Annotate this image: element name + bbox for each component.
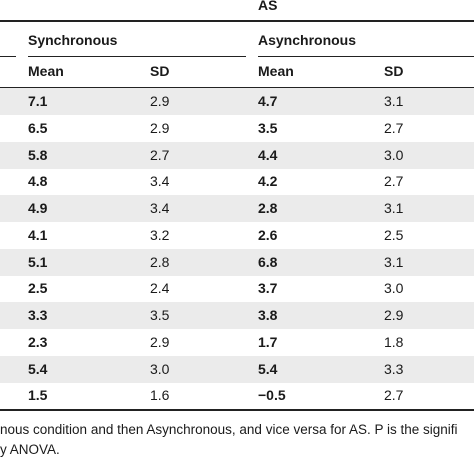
sync-sd-cell: 3.4 [150, 200, 170, 216]
async-sd-cell: 3.1 [384, 200, 404, 216]
async-mean-cell: 6.8 [258, 253, 278, 270]
row-shade [0, 195, 474, 222]
async-mean-cell: 3.7 [258, 280, 278, 297]
col-header-async-mean: Mean [258, 63, 294, 79]
async-sd-cell: 2.9 [384, 307, 404, 323]
sync-mean-cell: 4.1 [28, 226, 48, 243]
sync-sd-cell: 3.4 [150, 173, 170, 190]
async-mean-cell: 5.4 [258, 360, 278, 377]
async-mean-cell: 4.2 [258, 173, 278, 190]
sync-mean-cell: 2.3 [28, 333, 48, 350]
synchronous-header: Synchronous [28, 32, 118, 48]
sync-sd-cell: 2.9 [150, 333, 170, 350]
row-shade [0, 248, 474, 276]
sync-mean-cell: 5.4 [28, 360, 48, 377]
table-bottom-rule [0, 409, 474, 411]
sync-mean-cell: 1.5 [28, 387, 48, 404]
sync-mean-cell: 3.3 [28, 307, 48, 323]
sync-sd-cell: 2.8 [150, 253, 170, 270]
row-shade [0, 88, 474, 115]
async-mean-cell: 4.4 [258, 146, 278, 163]
group-rule-async [258, 56, 474, 57]
group-label-as: AS [258, 0, 278, 13]
row-shade [0, 302, 474, 329]
sync-sd-cell: 2.7 [150, 146, 170, 163]
async-mean-cell: 3.5 [258, 119, 278, 136]
group-rule-sync [28, 56, 246, 57]
sync-mean-cell: 5.8 [28, 146, 48, 163]
col-header-sync-sd: SD [150, 63, 170, 79]
async-sd-cell: 3.1 [384, 253, 404, 270]
sync-sd-cell: 2.4 [150, 280, 170, 297]
sync-mean-cell: 2.5 [28, 280, 48, 297]
async-sd-cell: 2.7 [384, 173, 404, 190]
async-sd-cell: 2.7 [384, 119, 404, 136]
footnote-line-2: y ANOVA. [0, 442, 60, 457]
async-mean-cell: −0.5 [258, 387, 286, 404]
sync-mean-cell: 4.9 [28, 200, 48, 216]
sync-mean-cell: 6.5 [28, 119, 48, 136]
sync-mean-cell: 4.8 [28, 173, 48, 190]
async-mean-cell: 2.6 [258, 226, 278, 243]
async-sd-cell: 1.8 [384, 333, 404, 350]
async-sd-cell: 2.5 [384, 226, 404, 243]
async-mean-cell: 1.7 [258, 333, 278, 350]
sync-sd-cell: 3.5 [150, 307, 170, 323]
col-header-async-sd: SD [384, 63, 404, 79]
sync-sd-cell: 1.6 [150, 387, 170, 404]
group-rule-left [0, 56, 16, 57]
async-mean-cell: 2.8 [258, 200, 278, 216]
row-shade [0, 141, 474, 169]
async-mean-cell: 3.8 [258, 307, 278, 323]
async-sd-cell: 3.1 [384, 93, 404, 109]
async-sd-cell: 3.0 [384, 280, 404, 297]
footnote-line-1: nous condition and then Asynchronous, an… [0, 422, 458, 437]
header-bottom-rule [0, 87, 474, 88]
async-sd-cell: 2.7 [384, 387, 404, 404]
col-header-sync-mean: Mean [28, 63, 64, 79]
asynchronous-header: Asynchronous [258, 32, 357, 48]
sync-sd-cell: 2.9 [150, 119, 170, 136]
sync-sd-cell: 3.2 [150, 226, 170, 243]
sync-sd-cell: 2.9 [150, 93, 170, 109]
sync-mean-cell: 5.1 [28, 253, 48, 270]
async-mean-cell: 4.7 [258, 93, 278, 109]
sync-mean-cell: 7.1 [28, 93, 48, 109]
row-shade [0, 355, 474, 383]
async-sd-cell: 3.3 [384, 360, 404, 377]
table-top-rule [0, 20, 474, 22]
sync-sd-cell: 3.0 [150, 360, 170, 377]
async-sd-cell: 3.0 [384, 146, 404, 163]
